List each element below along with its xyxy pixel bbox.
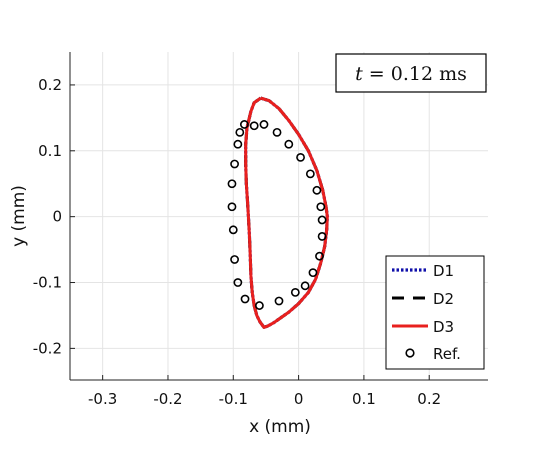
legend-label-d2: D2 [433,290,454,308]
legend-label-ref: Ref. [433,345,461,363]
ref-point [239,120,249,129]
ref-point [305,169,315,179]
ref-point [316,202,326,212]
ref-point [296,152,305,162]
x-axis-label: x (mm) [249,417,311,437]
ref-point [249,121,259,131]
ref-point [233,278,243,287]
ticks: -0.3 -0.2 -0.1 0 0.1 0.2 -0.2 -0.1 0 0.1 0.2 [33,76,441,408]
x-tick-label: 0.1 [352,390,376,408]
ref-point [274,296,284,306]
x-tick-label: -0.3 [88,390,117,408]
y-axis-label: y (mm) [9,185,29,247]
x-tick-label: -0.2 [153,390,182,408]
x-tick-label: 0.2 [417,390,441,408]
annotation-value: = 0.12 ms [369,63,467,85]
y-tick-label: -0.1 [33,274,62,292]
legend: D1 D2 D3 Ref. [385,255,485,370]
ref-point [272,127,282,137]
y-tick-label: 0 [52,208,62,226]
y-tick-label: 0.2 [38,76,62,94]
ref-point [317,232,327,241]
time-annotation: t = 0.12 ms [335,53,487,93]
y-tick-label: 0.1 [38,142,62,160]
legend-marker-ref [405,348,415,358]
ref-point [290,288,300,297]
ref-point [235,127,245,137]
ref-point [230,159,239,169]
ref-point [240,294,250,304]
ref-point [233,139,243,149]
ref-point [308,268,318,278]
ref-point [315,251,324,261]
legend-label-d1: D1 [433,262,454,280]
ref-point [312,185,322,195]
ref-point [255,301,264,310]
annotation-label: t = 0.12 ms [355,63,467,85]
ref-point [300,281,310,291]
ref-point [259,120,269,129]
ref-point [227,202,237,212]
legend-box [385,255,485,370]
axes [69,52,488,381]
ref-point [317,215,327,225]
series-line-d3 [244,96,329,329]
y-tick-label: -0.2 [33,339,62,357]
annotation-t: t [355,63,363,85]
ref-point [284,139,294,149]
legend-label-d3: D3 [433,318,454,336]
ref-point [228,225,238,235]
ref-point [230,255,239,264]
annotation-box [335,53,487,93]
series-layer [227,96,329,329]
ref-point [227,179,237,189]
x-tick-label: 0 [294,390,304,408]
x-tick-label: -0.1 [219,390,248,408]
